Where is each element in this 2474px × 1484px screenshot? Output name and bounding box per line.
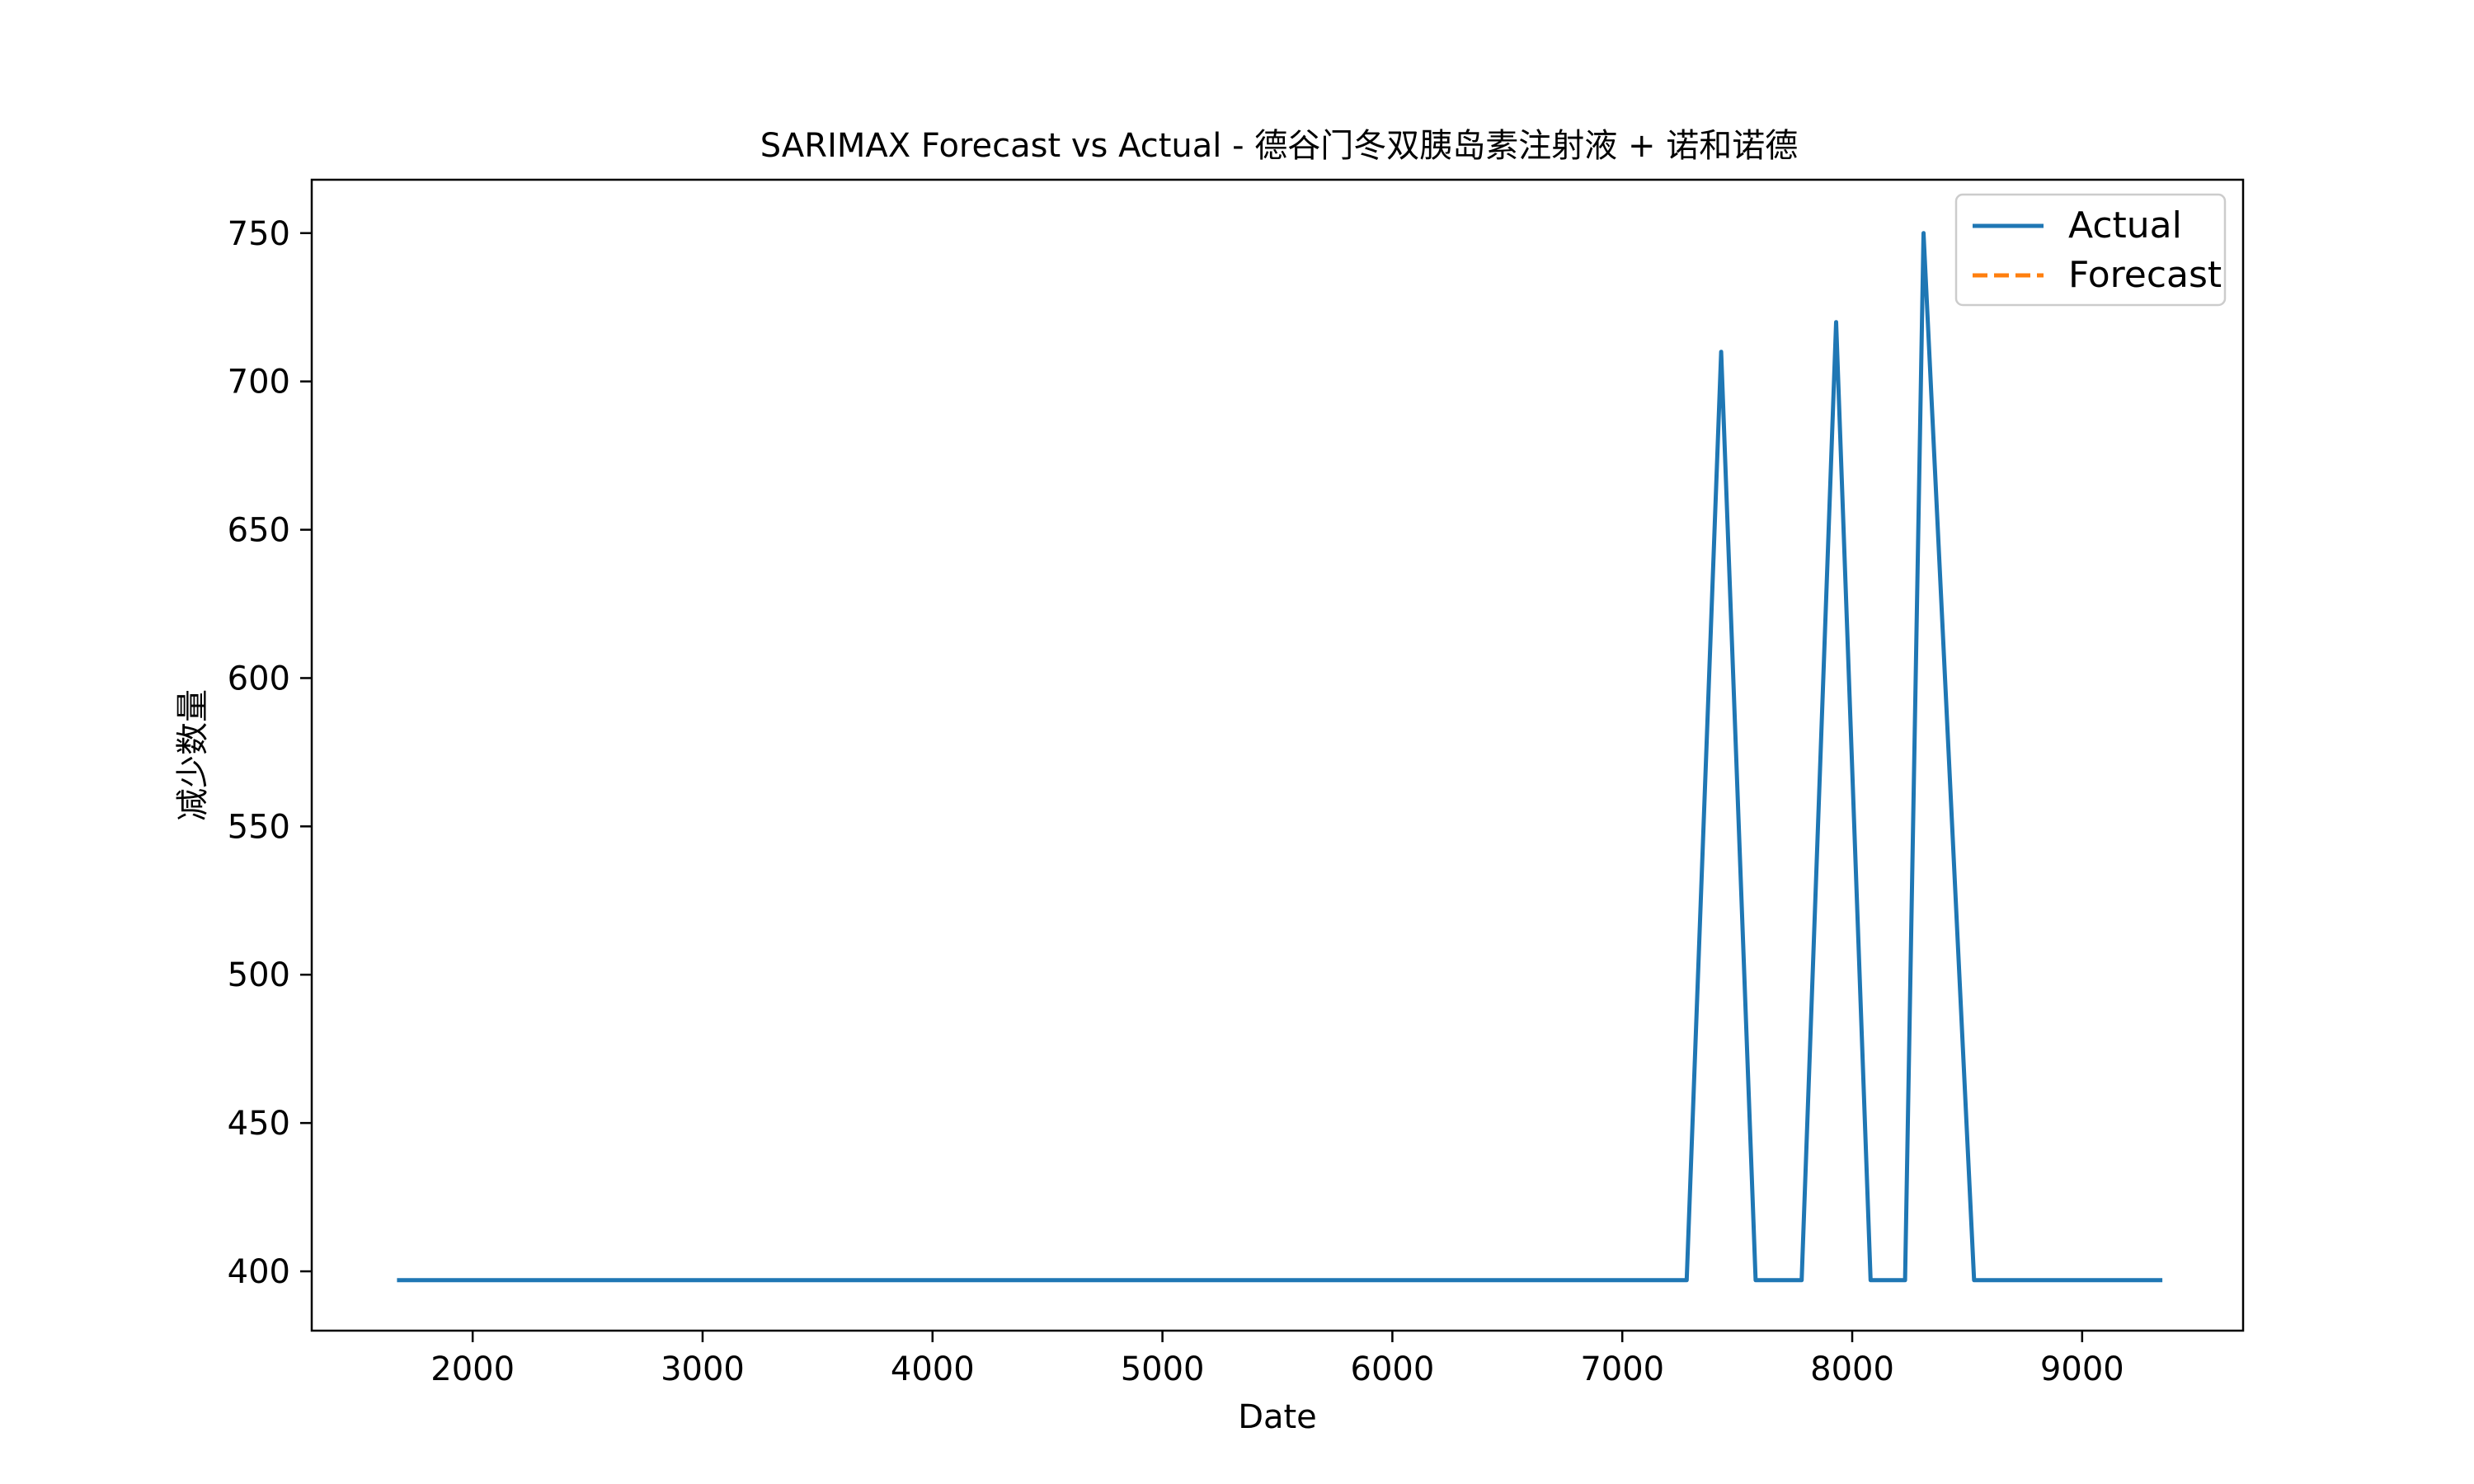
x-tick-label: 6000	[1351, 1350, 1435, 1388]
y-tick-label: 500	[228, 956, 290, 994]
x-tick-label: 9000	[2040, 1350, 2124, 1388]
legend-label-forecast: Forecast	[2068, 254, 2222, 296]
x-tick-label: 8000	[1810, 1350, 1894, 1388]
y-tick-label: 550	[228, 808, 290, 846]
x-tick-label: 3000	[661, 1350, 745, 1388]
legend-label-actual: Actual	[2068, 204, 2182, 247]
x-tick-label: 5000	[1121, 1350, 1205, 1388]
y-tick-label: 400	[228, 1253, 290, 1291]
x-tick-label: 2000	[430, 1350, 515, 1388]
x-tick-label: 7000	[1580, 1350, 1664, 1388]
x-axis-ticks: 2000 3000 4000 5000 6000 7000 8000 9000	[430, 1331, 2124, 1388]
y-tick-label: 700	[228, 364, 290, 402]
y-tick-label: 750	[228, 215, 290, 253]
chart-title: SARIMAX Forecast vs Actual - 德谷门冬双胰岛素注射液…	[760, 127, 1798, 165]
plot-frame	[310, 178, 2245, 1332]
x-axis-label: Date	[1238, 1398, 1317, 1436]
y-tick-label: 450	[228, 1105, 290, 1143]
y-axis-label: 减少数量	[174, 689, 212, 821]
x-tick-label: 4000	[891, 1350, 975, 1388]
series-layer	[397, 231, 2163, 1283]
y-axis-ticks: 400 450 500 550 600 650 700 750	[228, 215, 312, 1291]
y-tick-label: 650	[228, 512, 290, 550]
legend: Actual Forecast	[1954, 193, 2227, 307]
y-tick-label: 600	[228, 660, 290, 697]
series-line-actual	[397, 231, 2163, 1283]
